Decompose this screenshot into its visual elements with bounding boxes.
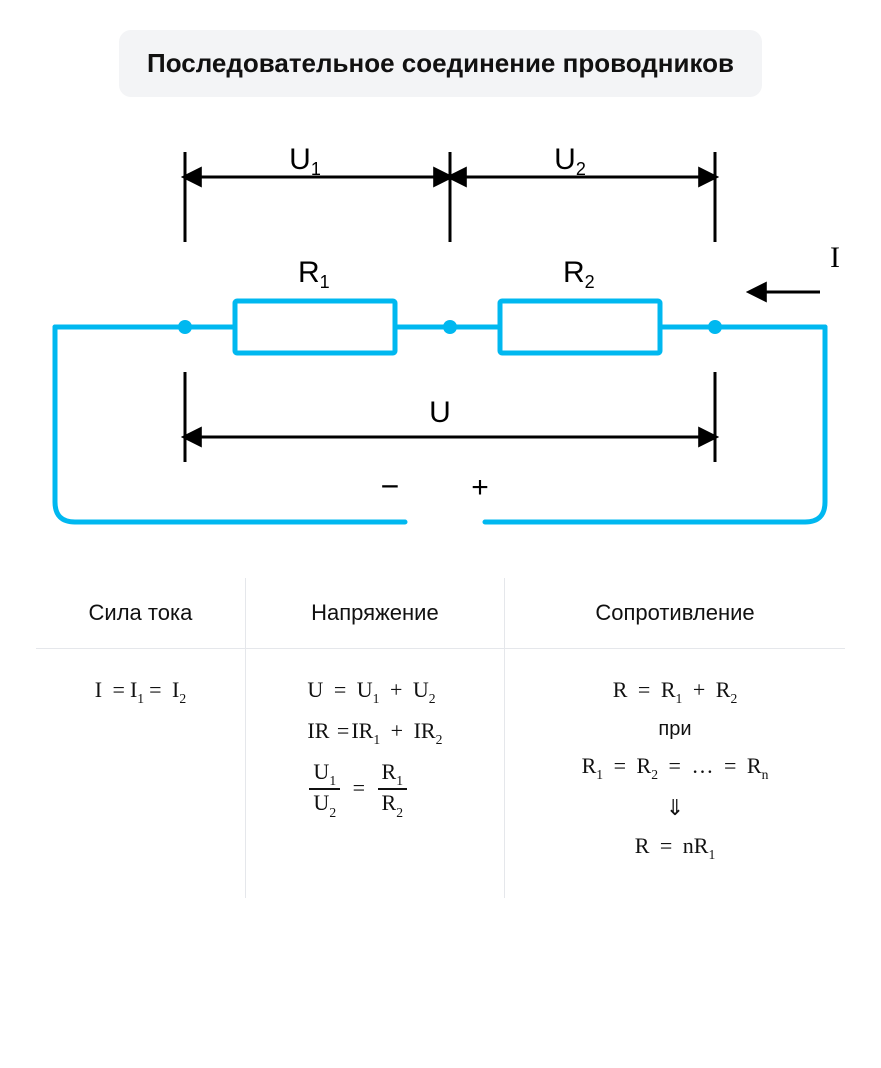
title-box: Последовательное соединение проводников (119, 30, 762, 97)
col-header-voltage: Напряжение (245, 578, 504, 649)
down-arrow-icon: ⇓ (582, 795, 769, 821)
cell-voltage: U = U1 + U2 IR =IR1 + IR2 (245, 649, 504, 899)
formula-IR: IR =IR1 + IR2 (307, 718, 442, 747)
page-title: Последовательное соединение проводников (147, 48, 734, 78)
formula-table: Сила тока Напряжение Сопротивление I =I1… (35, 577, 846, 899)
svg-text:+: + (471, 471, 489, 504)
svg-text:R1: R1 (298, 256, 330, 292)
svg-text:U1: U1 (289, 143, 321, 179)
col-header-current: Сила тока (36, 578, 246, 649)
formula-R-sum: R = R1 + R2 (582, 677, 769, 706)
svg-text:U2: U2 (554, 143, 586, 179)
formula-U-ratio: U1 U2 = R1 R2 (307, 760, 442, 819)
svg-text:I: I (830, 241, 840, 274)
formula-I: I =I1= I2 (95, 677, 186, 706)
formula-R-equal: R1 = R2 = … = Rn (582, 753, 769, 782)
svg-text:R2: R2 (563, 256, 595, 292)
col-header-resistance: Сопротивление (504, 578, 845, 649)
svg-text:−: − (381, 468, 400, 504)
svg-text:U: U (429, 396, 451, 429)
circuit-diagram: U1 U2 R1 R2 U I − + (35, 127, 846, 547)
formula-U-sum: U = U1 + U2 (307, 677, 442, 706)
label-when: при (582, 718, 769, 741)
cell-current: I =I1= I2 (36, 649, 246, 899)
formula-R-nR1: R = nR1 (582, 833, 769, 862)
cell-resistance: R = R1 + R2 при R1 = R2 = … (504, 649, 845, 899)
circuit-svg: U1 U2 R1 R2 U I − + (35, 127, 845, 547)
